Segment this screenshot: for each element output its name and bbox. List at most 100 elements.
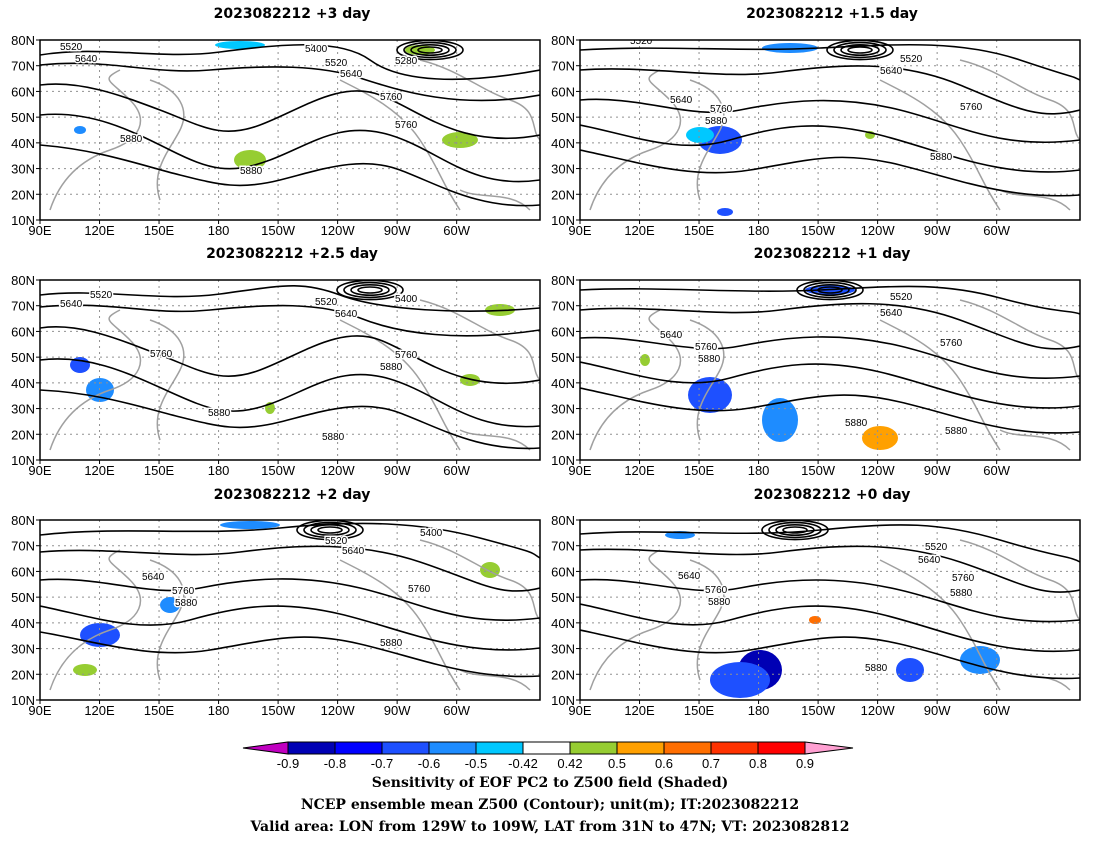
lat-label: 30N	[11, 402, 35, 417]
lat-label: 70N	[551, 59, 575, 74]
lon-label: 150W	[261, 463, 296, 478]
z500-contour	[40, 62, 540, 102]
contour-label: 5520	[315, 297, 338, 308]
coastline	[589, 69, 681, 211]
z500-contour	[580, 98, 1080, 144]
lat-label: 40N	[11, 136, 35, 151]
colorbar-tick-label: -0.8	[324, 756, 346, 771]
z500-low-contour	[350, 283, 390, 296]
colorbar-bin	[616, 741, 665, 755]
contour-label: 5880	[380, 362, 403, 373]
map-frame	[39, 39, 541, 221]
map-panel-4: 5520564054005640576058805760588080N70N60…	[11, 513, 541, 718]
sensitivity-shade	[234, 150, 266, 170]
lat-label: 20N	[551, 427, 575, 442]
z500-contour	[40, 304, 540, 337]
colorbar-tick-label: 0.7	[702, 756, 720, 771]
colorbar: -0.9 -0.8 -0.7 -0.6 -0.5 -0.42 0.42 0.5 0.6 0.7 0.…	[242, 741, 854, 771]
lat-label: 20N	[11, 427, 35, 442]
colorbar-tick-label: -0.9	[277, 756, 299, 771]
lat-label: 60N	[551, 564, 575, 579]
lat-label: 30N	[11, 642, 35, 657]
lon-label: 150W	[801, 463, 836, 478]
contour-label: 5760	[952, 573, 975, 584]
lon-label: 180	[208, 463, 230, 478]
z500-low-contour	[847, 46, 873, 54]
contour-label: 5640	[335, 309, 358, 320]
coastline	[339, 319, 461, 451]
contour-label: 5760	[395, 120, 418, 131]
contour-label: 5640	[678, 571, 701, 582]
lon-label: 120E	[624, 703, 655, 718]
contour-label: 5880	[945, 426, 968, 437]
coastline	[689, 559, 725, 681]
sensitivity-shade	[442, 132, 478, 148]
lat-label: 10N	[551, 453, 575, 468]
colorbar-tick-label: 0.42	[557, 756, 582, 771]
map-panels: 5520564054005520564052805760588057605880…	[11, 33, 1081, 718]
sensitivity-shade	[220, 521, 280, 529]
contour-label: 5520	[890, 292, 913, 303]
lat-label: 30N	[551, 642, 575, 657]
contour-label: 5640	[880, 308, 903, 319]
contour-label: 5880	[708, 597, 731, 608]
contour-label: 5880	[845, 418, 868, 429]
z500-contour	[580, 361, 1080, 409]
colorbar-bin	[522, 741, 571, 755]
map-frame	[39, 519, 541, 701]
panel-title-3: 2023082212 +1 day	[753, 246, 911, 262]
z500-contour	[40, 285, 540, 312]
z500-low-contour	[833, 41, 887, 59]
contour-label: 5760	[150, 349, 173, 360]
footer-line-3: Valid area: LON from 129W to 109W, LAT f…	[250, 819, 850, 835]
lon-label: 60W	[443, 223, 470, 238]
lon-label: 60W	[983, 223, 1010, 238]
lon-label: 90W	[924, 463, 951, 478]
colorbar-bin	[569, 741, 618, 755]
coastline	[999, 189, 1071, 211]
footer-line-1: Sensitivity of EOF PC2 to Z500 field (Sh…	[371, 775, 729, 791]
coastline	[689, 319, 725, 441]
map-panel-3: 5520564056405760588057605880588080N70N60…	[551, 273, 1081, 478]
lon-label: 150W	[261, 223, 296, 238]
z500-contour	[40, 83, 540, 140]
lon-label: 90E	[28, 703, 51, 718]
z500-contour	[580, 124, 1080, 173]
lon-label: 150E	[684, 703, 715, 718]
z500-contour	[580, 336, 1080, 380]
contour-label: 5520	[325, 58, 348, 69]
z500-contour	[40, 578, 540, 622]
lon-label: 60W	[443, 703, 470, 718]
z500-contour	[40, 389, 540, 450]
lon-label: 150W	[261, 703, 296, 718]
lat-label: 40N	[11, 616, 35, 631]
lon-label: 120W	[321, 223, 356, 238]
sensitivity-shade	[717, 208, 733, 216]
z500-contour	[40, 631, 540, 678]
sensitivity-shade	[74, 126, 86, 134]
z500-contour	[40, 144, 540, 207]
panel-title-2: 2023082212 +2.5 day	[206, 246, 378, 262]
lat-label: 40N	[551, 136, 575, 151]
sensitivity-shade	[73, 664, 97, 676]
lon-label: 120E	[624, 223, 655, 238]
coastline	[999, 429, 1071, 451]
sensitivity-shade	[862, 426, 898, 450]
z500-low-contour	[817, 286, 843, 294]
lon-label: 90E	[28, 223, 51, 238]
lat-label: 10N	[11, 213, 35, 228]
colorbar-tick-label: -0.6	[418, 756, 440, 771]
panel-title-4: 2023082212 +2 day	[213, 487, 371, 503]
z500-low-contour	[768, 521, 822, 539]
sensitivity-shade	[710, 662, 770, 698]
map-frame	[579, 279, 1081, 461]
lat-label: 40N	[551, 376, 575, 391]
colorbar-tick-label: 0.8	[749, 756, 767, 771]
sensitivity-shade	[762, 43, 818, 53]
contour-label: 5640	[880, 66, 903, 77]
lon-label: 150W	[801, 223, 836, 238]
lat-label: 10N	[551, 693, 575, 708]
lat-label: 10N	[11, 693, 35, 708]
lon-label: 90W	[924, 703, 951, 718]
lon-label: 90E	[28, 463, 51, 478]
